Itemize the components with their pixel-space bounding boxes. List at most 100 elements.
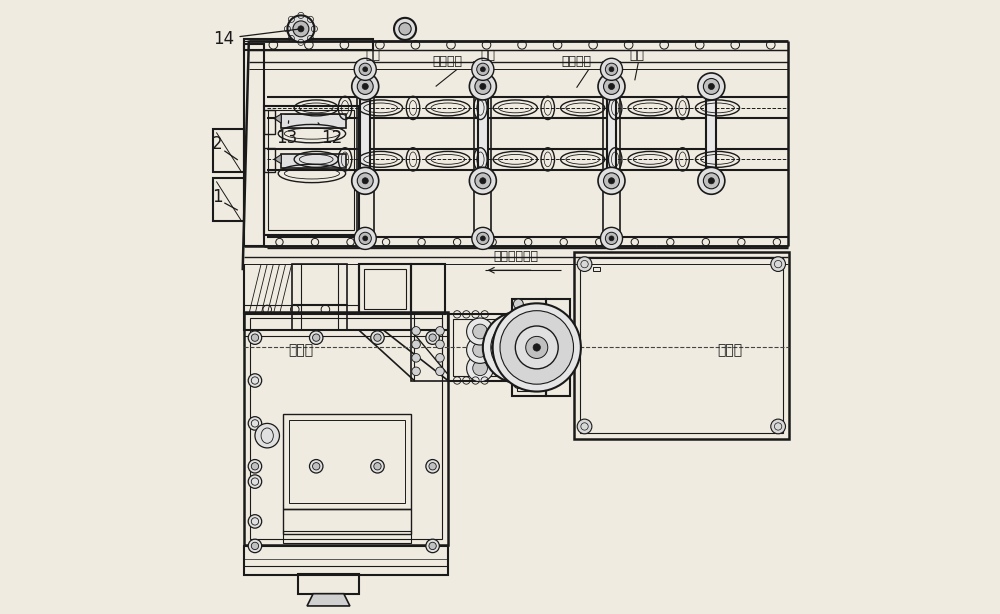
Circle shape — [429, 462, 436, 470]
Polygon shape — [274, 114, 281, 123]
Bar — [283, 530, 411, 543]
Circle shape — [598, 168, 625, 194]
Circle shape — [771, 419, 785, 434]
Circle shape — [352, 168, 379, 194]
Bar — [411, 264, 445, 314]
Circle shape — [708, 84, 714, 90]
Circle shape — [475, 79, 491, 95]
Bar — [292, 264, 347, 330]
Circle shape — [359, 63, 371, 76]
Circle shape — [512, 341, 525, 354]
Circle shape — [469, 168, 496, 194]
Circle shape — [394, 18, 416, 40]
Circle shape — [426, 459, 439, 473]
Circle shape — [483, 312, 554, 383]
Circle shape — [513, 315, 523, 325]
Bar — [357, 62, 374, 246]
Circle shape — [352, 73, 379, 100]
Circle shape — [429, 542, 436, 550]
Circle shape — [480, 236, 485, 241]
Bar — [298, 574, 359, 594]
Text: 刮板: 刮板 — [630, 49, 645, 62]
Text: 刮板运行方向: 刮板运行方向 — [494, 251, 539, 263]
Text: 14: 14 — [213, 29, 298, 47]
Bar — [360, 95, 370, 173]
Circle shape — [436, 354, 444, 362]
Bar — [448, 314, 512, 381]
Circle shape — [472, 58, 494, 80]
Circle shape — [436, 340, 444, 349]
Circle shape — [251, 542, 259, 550]
Circle shape — [363, 67, 368, 72]
Circle shape — [698, 73, 725, 100]
Circle shape — [708, 177, 714, 184]
Circle shape — [436, 327, 444, 335]
Circle shape — [473, 324, 487, 339]
Circle shape — [248, 475, 262, 488]
Polygon shape — [274, 155, 281, 164]
Circle shape — [248, 374, 262, 387]
Circle shape — [293, 21, 309, 37]
Bar — [244, 312, 448, 545]
Bar — [244, 313, 448, 330]
Circle shape — [608, 84, 615, 90]
Circle shape — [480, 177, 486, 184]
Bar — [607, 95, 616, 173]
Circle shape — [608, 177, 615, 184]
Circle shape — [598, 73, 625, 100]
Circle shape — [473, 343, 487, 357]
Circle shape — [359, 232, 371, 244]
Circle shape — [771, 257, 785, 271]
Circle shape — [399, 23, 411, 35]
Circle shape — [600, 58, 623, 80]
Circle shape — [412, 340, 420, 349]
Circle shape — [374, 334, 381, 341]
Bar — [244, 546, 448, 575]
Bar — [289, 421, 405, 503]
Circle shape — [248, 459, 262, 473]
Text: 刮板: 刮板 — [365, 49, 380, 62]
Bar — [580, 258, 783, 433]
Circle shape — [577, 257, 592, 271]
Bar — [478, 95, 488, 173]
Text: 1: 1 — [212, 188, 223, 206]
Bar — [213, 178, 244, 221]
Circle shape — [703, 173, 719, 188]
Bar — [546, 299, 570, 396]
Text: 12: 12 — [318, 123, 342, 147]
Text: 13: 13 — [276, 121, 298, 147]
Circle shape — [426, 539, 439, 553]
Circle shape — [515, 326, 558, 369]
Bar — [250, 318, 442, 538]
Bar — [244, 39, 373, 50]
Circle shape — [248, 331, 262, 344]
Circle shape — [371, 331, 384, 344]
Circle shape — [357, 79, 373, 95]
Bar — [411, 314, 448, 381]
Circle shape — [467, 355, 494, 382]
Circle shape — [605, 63, 618, 76]
Circle shape — [412, 354, 420, 362]
Bar — [706, 95, 716, 173]
Circle shape — [577, 419, 592, 434]
Circle shape — [467, 336, 494, 363]
Bar — [283, 509, 411, 534]
Circle shape — [354, 58, 376, 80]
Circle shape — [472, 227, 494, 249]
Circle shape — [533, 344, 540, 351]
Text: 刮板: 刮板 — [480, 49, 495, 62]
Bar — [512, 299, 546, 396]
Circle shape — [469, 73, 496, 100]
Bar — [283, 414, 411, 509]
Bar — [244, 44, 264, 246]
Bar — [593, 266, 600, 271]
Circle shape — [513, 331, 523, 341]
Circle shape — [513, 347, 523, 357]
Circle shape — [480, 67, 485, 72]
Bar — [264, 110, 275, 134]
Circle shape — [363, 236, 368, 241]
Circle shape — [248, 417, 262, 430]
Circle shape — [313, 462, 320, 470]
Circle shape — [491, 320, 546, 375]
Bar — [364, 269, 406, 309]
